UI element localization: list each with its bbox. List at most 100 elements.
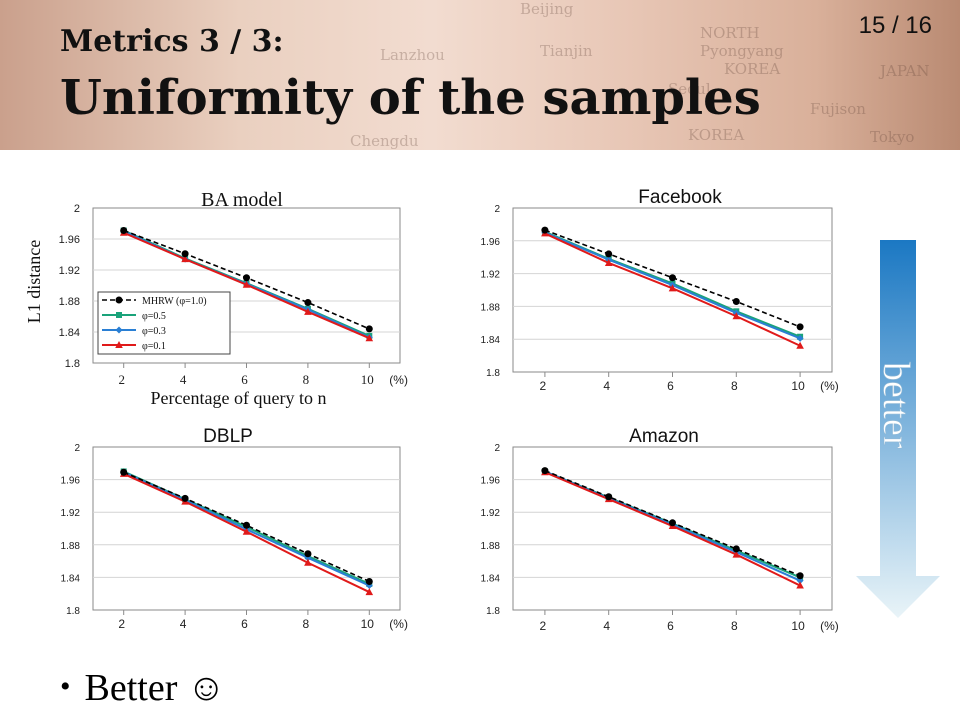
y-tick-label: 1.92 [59, 265, 80, 277]
better-arrow: better [856, 240, 940, 618]
header-background: Beijing Tianjin Lanzhou NORTH Pyongyang … [0, 0, 960, 150]
y-tick-label: 1.8 [486, 368, 500, 379]
data-point [796, 581, 804, 589]
x-unit-label: (%) [820, 379, 839, 393]
y-tick-label: 1.84 [481, 335, 501, 346]
legend-marker [115, 341, 123, 348]
x-tick-label: 8 [731, 619, 738, 633]
y-tick-label: 1.88 [61, 541, 81, 552]
bullet-text: Better [84, 667, 178, 709]
smiley-icon: ☺ [186, 667, 226, 709]
y-tick-label: 1.84 [59, 327, 80, 339]
x-tick-label: 10 [361, 372, 374, 387]
y-tick-label: 1.84 [481, 573, 501, 584]
y-tick-label: 1.96 [481, 476, 501, 487]
data-point [732, 550, 741, 558]
data-point [732, 312, 741, 320]
data-point [541, 467, 549, 475]
chart-title: Facebook [638, 187, 722, 208]
data-point [181, 250, 189, 258]
x-unit-label: (%) [389, 617, 408, 631]
data-point [732, 297, 740, 305]
data-point [181, 255, 189, 263]
chart-title: BA model [201, 189, 283, 211]
down-arrow-icon [856, 240, 940, 618]
chart-title: DBLP [203, 426, 253, 447]
y-tick-label: 1.88 [481, 302, 501, 313]
x-tick-label: 4 [603, 379, 610, 393]
x-tick-label: 2 [540, 379, 547, 393]
x-unit-label: (%) [820, 619, 839, 633]
x-tick-label: 10 [361, 617, 375, 631]
y-tick-label: 1.96 [481, 237, 501, 248]
x-tick-label: 2 [540, 619, 547, 633]
y-tick-label: 2 [74, 203, 80, 215]
x-axis-label: Percentage of query to n [151, 388, 327, 408]
better-arrow-label: better [875, 362, 917, 449]
x-tick-label: 4 [180, 372, 187, 387]
data-point [365, 325, 373, 333]
data-point [304, 558, 312, 566]
legend-label: MHRW (φ=1.0) [142, 296, 207, 307]
data-point [365, 577, 373, 585]
data-point [605, 493, 613, 501]
x-tick-label: 6 [241, 617, 248, 631]
y-tick-label: 1.92 [481, 270, 501, 281]
x-tick-label: 4 [603, 619, 610, 633]
slide-title: Uniformity of the samples [60, 70, 761, 126]
chart-2: 1.8 1.84 1.88 1.92 1.96 2 2 4 6 8 10 (%) DBLP [61, 426, 408, 631]
data-point [243, 521, 250, 529]
data-point [242, 527, 251, 535]
y-tick-label: 1.96 [61, 476, 81, 487]
y-tick-label: 2 [494, 204, 500, 215]
y-axis-label: L1 distance [24, 240, 44, 323]
series-line-0 [123, 471, 370, 583]
y-tick-label: 1.8 [65, 358, 80, 370]
x-tick-label: 10 [791, 619, 805, 633]
data-point [669, 274, 676, 282]
data-point [304, 550, 312, 558]
y-tick-label: 2 [74, 443, 80, 454]
data-point [365, 334, 374, 342]
data-point [304, 299, 312, 307]
y-tick-label: 1.88 [59, 296, 80, 308]
data-point [796, 577, 804, 585]
data-point [796, 572, 804, 580]
page-number: 15 / 16 [858, 12, 932, 39]
data-point [120, 226, 128, 234]
data-point [796, 323, 804, 331]
x-tick-label: 6 [241, 372, 248, 387]
data-point [304, 307, 312, 315]
y-tick-label: 1.8 [66, 606, 80, 617]
y-tick-label: 1.84 [61, 573, 81, 584]
y-tick-label: 1.92 [481, 508, 501, 519]
data-point [796, 334, 804, 342]
x-tick-label: 8 [303, 372, 310, 387]
slide-subtitle: Metrics 3 / 3: [60, 24, 284, 59]
data-point [669, 519, 676, 527]
data-point [365, 588, 374, 596]
legend-marker [116, 312, 122, 318]
y-tick-label: 2 [494, 443, 500, 454]
data-point [796, 341, 804, 349]
data-point [605, 250, 613, 258]
bullet-dot: • [60, 670, 71, 703]
legend-marker [115, 326, 123, 334]
y-tick-label: 1.88 [481, 541, 501, 552]
data-point [732, 545, 740, 553]
x-tick-label: 6 [667, 379, 674, 393]
data-point [243, 274, 250, 282]
chart-legend: MHRW (φ=1.0) φ=0.5 φ=0.3 φ=0.1 [97, 291, 231, 355]
y-tick-label: 1.96 [59, 234, 80, 246]
bullet-item: • Better ☺ [60, 666, 226, 710]
chart-title: Amazon [629, 426, 699, 447]
data-point [541, 226, 549, 234]
x-tick-label: 6 [667, 619, 674, 633]
x-tick-label: 2 [118, 617, 125, 631]
x-tick-label: 4 [180, 617, 187, 631]
data-point [604, 258, 613, 266]
y-tick-label: 1.92 [61, 508, 81, 519]
x-tick-label: 8 [303, 617, 310, 631]
legend-label: φ=0.5 [142, 311, 166, 322]
